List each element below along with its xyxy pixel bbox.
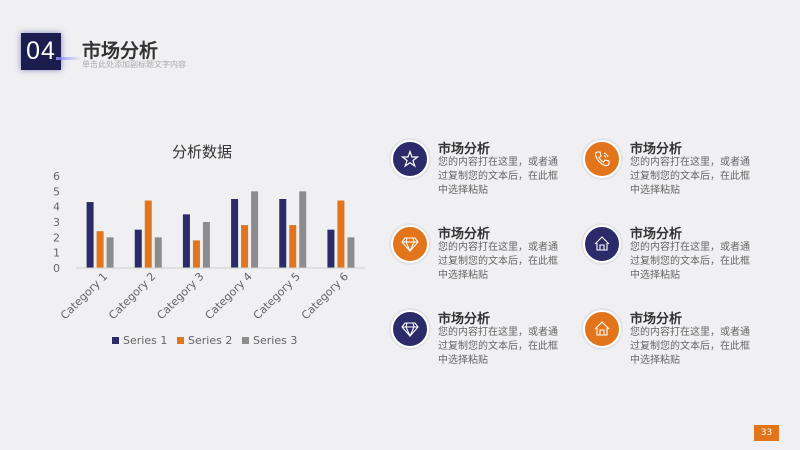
item-title: 市场分析 xyxy=(438,312,491,327)
page-number: 33 xyxy=(754,425,779,441)
x-tick-label: Category 5 xyxy=(251,270,303,322)
y-tick-label: 0 xyxy=(53,262,60,275)
legend-label: Series 1 xyxy=(123,334,167,347)
y-tick-label: 5 xyxy=(53,185,60,198)
star-icon xyxy=(401,150,419,168)
item-circle xyxy=(391,225,429,263)
bar-series-1 xyxy=(86,202,94,268)
section-number-badge: 04 xyxy=(21,33,61,70)
bar-series-1 xyxy=(134,229,142,268)
item-circle xyxy=(391,310,429,348)
y-tick-label: 3 xyxy=(53,216,60,229)
item-title: 市场分析 xyxy=(438,227,491,242)
x-tick-label: Category 6 xyxy=(299,270,351,322)
badge-glow-decoration xyxy=(56,57,82,60)
bar-series-1 xyxy=(231,199,239,268)
bar-series-1 xyxy=(279,199,287,268)
section-number: 04 xyxy=(26,37,56,65)
item-title: 市场分析 xyxy=(630,142,683,157)
legend-swatch xyxy=(177,337,184,344)
x-tick-label: Category 3 xyxy=(154,270,206,322)
x-tick-label: Category 4 xyxy=(203,270,255,322)
info-item: 市场分析 您的内容打在这里，或者通过复制您的文本后，在此框中选择粘贴 xyxy=(583,225,763,285)
info-item: 市场分析 您的内容打在这里，或者通过复制您的文本后，在此框中选择粘贴 xyxy=(391,225,571,285)
item-text: 您的内容打在这里，或者通过复制您的文本后，在此框中选择粘贴 xyxy=(438,157,558,196)
y-tick-label: 2 xyxy=(53,231,60,244)
item-text: 您的内容打在这里，或者通过复制您的文本后，在此框中选择粘贴 xyxy=(438,327,558,366)
item-text: 您的内容打在这里，或者通过复制您的文本后，在此框中选择粘贴 xyxy=(630,157,750,196)
legend-label: Series 2 xyxy=(188,334,232,347)
bar-series-3 xyxy=(202,222,210,268)
item-text: 您的内容打在这里，或者通过复制您的文本后，在此框中选择粘贴 xyxy=(630,327,750,366)
bar-series-2 xyxy=(192,240,200,268)
bar-series-3 xyxy=(347,237,355,268)
phone-icon xyxy=(594,151,610,167)
bar-series-3 xyxy=(106,237,114,268)
item-title: 市场分析 xyxy=(438,142,491,157)
bar-series-1 xyxy=(327,229,335,268)
bar-series-3 xyxy=(154,237,162,268)
info-item: 市场分析 您的内容打在这里，或者通过复制您的文本后，在此框中选择粘贴 xyxy=(391,310,571,370)
y-tick-label: 1 xyxy=(53,247,60,260)
item-circle xyxy=(391,140,429,178)
legend-label: Series 3 xyxy=(253,334,297,347)
bar-series-2 xyxy=(144,200,152,268)
item-circle xyxy=(583,140,621,178)
info-item: 市场分析 您的内容打在这里，或者通过复制您的文本后，在此框中选择粘贴 xyxy=(583,310,763,370)
page-title: 市场分析 xyxy=(82,40,159,62)
bar-series-3 xyxy=(299,191,307,268)
info-item: 市场分析 您的内容打在这里，或者通过复制您的文本后，在此框中选择粘贴 xyxy=(583,140,763,200)
item-circle xyxy=(583,225,621,263)
bar-series-2 xyxy=(337,200,345,268)
y-tick-label: 6 xyxy=(53,170,60,183)
item-title: 市场分析 xyxy=(630,312,683,327)
bar-series-2 xyxy=(241,225,249,268)
y-tick-label: 4 xyxy=(53,201,60,214)
legend-swatch xyxy=(112,337,119,344)
house-icon xyxy=(594,321,610,336)
bar-series-1 xyxy=(182,214,190,268)
item-title: 市场分析 xyxy=(630,227,683,242)
page-subtitle: 单击此处添加副标题文字内容 xyxy=(82,60,186,69)
item-text: 您的内容打在这里，或者通过复制您的文本后，在此框中选择粘贴 xyxy=(438,242,558,281)
item-circle xyxy=(583,310,621,348)
x-tick-label: Category 1 xyxy=(58,270,110,322)
bar-series-3 xyxy=(251,191,259,268)
x-tick-label: Category 2 xyxy=(106,270,158,322)
diamond-icon xyxy=(401,322,419,338)
info-item: 市场分析 您的内容打在这里，或者通过复制您的文本后，在此框中选择粘贴 xyxy=(391,140,571,200)
house-icon xyxy=(594,236,610,251)
chart-title: 分析数据 xyxy=(172,143,232,161)
bar-series-2 xyxy=(96,231,104,268)
bar-series-2 xyxy=(289,225,297,268)
diamond-icon xyxy=(401,237,419,253)
legend-swatch xyxy=(242,337,249,344)
item-text: 您的内容打在这里，或者通过复制您的文本后，在此框中选择粘贴 xyxy=(630,242,750,281)
